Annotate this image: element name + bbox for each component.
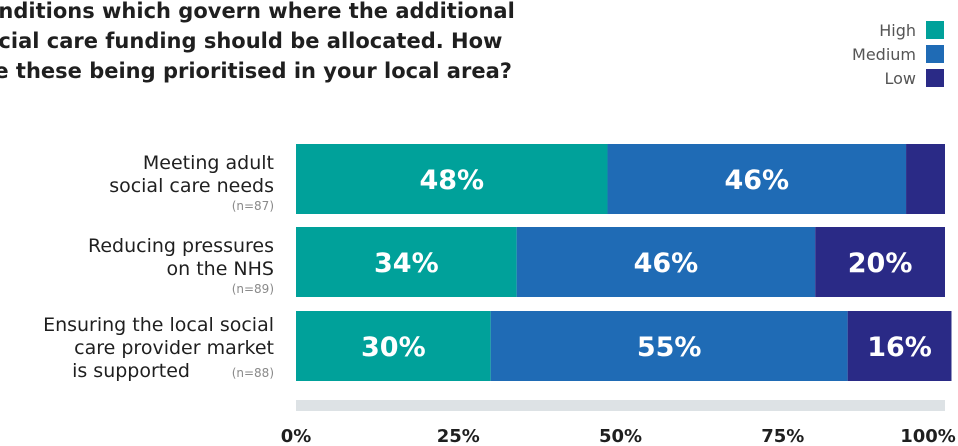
bar-value-label: 16% [867, 332, 932, 363]
legend-item-medium: Medium [852, 42, 944, 66]
legend-item-high: High [852, 18, 944, 42]
x-tick-label: 75% [761, 426, 804, 446]
legend-item-low: Low [852, 66, 944, 90]
category-label: care provider market [74, 337, 274, 359]
category-n-label: (n=88) [232, 366, 274, 380]
title-line-3: re these being prioritised in your local… [0, 59, 512, 83]
title-line-2: ocial care funding should be allocated. … [0, 29, 503, 53]
chart-title: onditions which govern where the additio… [0, 0, 624, 86]
bar-segment-high [296, 227, 517, 297]
bar-value-label: 46% [724, 165, 789, 196]
bar-value-label: 30% [361, 332, 426, 363]
bar-segment-low [847, 311, 952, 381]
bar-segment-medium [490, 311, 848, 381]
category-label: Ensuring the local social [43, 314, 274, 336]
bar-value-label: 46% [634, 248, 699, 279]
legend-label-medium: Medium [852, 44, 916, 64]
bar-segment-low [815, 227, 945, 297]
legend-swatch-medium [926, 45, 944, 63]
x-tick-label: 50% [599, 426, 642, 446]
bar-value-label: 55% [637, 332, 702, 363]
bar-segment-high [296, 144, 608, 214]
bar-value-label: 48% [419, 165, 484, 196]
legend: High Medium Low [852, 18, 944, 90]
legend-swatch-low [926, 69, 944, 87]
category-label: on the NHS [167, 258, 275, 280]
bar-value-label: 34% [374, 248, 439, 279]
x-tick-label: 100% [900, 426, 956, 446]
bar-segment-low [906, 144, 945, 214]
category-n-label: (n=87) [232, 199, 274, 213]
x-tick-label: 0% [281, 426, 312, 446]
category-label: Meeting adult [143, 152, 274, 174]
title-line-1: onditions which govern where the additio… [0, 0, 515, 23]
bar-segment-medium [607, 144, 907, 214]
category-label: is supported [72, 360, 190, 382]
axis-band [296, 400, 945, 411]
category-n-label: (n=89) [232, 282, 274, 296]
x-tick-label: 25% [437, 426, 480, 446]
bar-segment-high [296, 311, 491, 381]
legend-swatch-high [926, 21, 944, 39]
bar-segment-medium [516, 227, 816, 297]
category-label: Reducing pressures [88, 235, 274, 257]
bar-value-label: 20% [848, 248, 913, 279]
category-label: social care needs [109, 175, 274, 197]
legend-label-low: Low [884, 68, 916, 88]
legend-label-high: High [879, 20, 916, 40]
